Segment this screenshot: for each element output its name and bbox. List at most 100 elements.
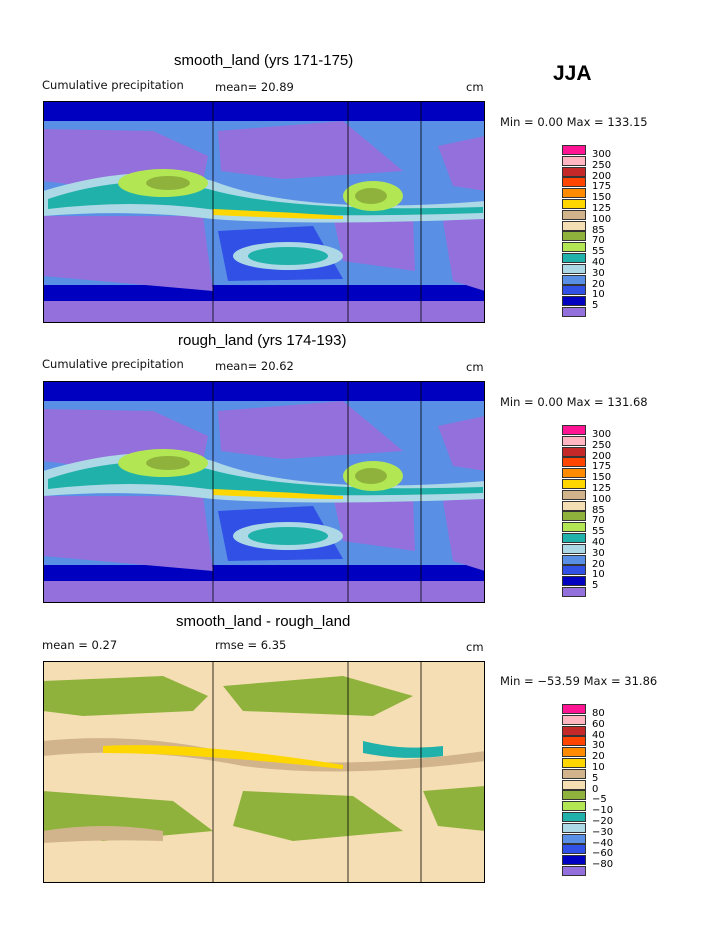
legend-swatch [562,801,586,812]
legend-label: 55 [592,526,605,538]
map-contour [248,527,328,545]
legend-swatch [562,554,586,565]
legend-label: 40 [592,257,605,268]
map-contour [233,791,403,841]
legend-label: 125 [592,203,612,214]
map-contour [43,565,485,581]
map-contour [438,416,485,471]
legend-swatch [562,758,586,768]
map-contour [103,745,343,769]
legend-entry: 55 [562,522,622,537]
legend-swatch [562,844,586,855]
legend-swatch [562,479,586,489]
legend-entry: 70 [562,231,622,246]
map-contour [43,285,485,301]
legend-label: 55 [592,246,605,258]
legend-entry [562,307,622,318]
legend-swatch [562,500,586,511]
legend-entry [562,866,622,877]
legend-label: 125 [592,483,612,494]
legend-label: 150 [592,472,612,484]
legend-swatch [562,833,586,844]
legend-entry: 10 [562,758,622,773]
map-contour [43,676,208,716]
legend-label: 20 [592,751,605,763]
legend-swatch [562,435,586,446]
panel-3-label: mean = 0.27 [42,638,118,652]
legend-label: −20 [592,816,614,827]
legend-entry: 20 [562,274,622,290]
panel-2-map [43,381,485,603]
map-contour [333,216,415,271]
legend-label: 0 [592,783,599,795]
map-contour [438,136,485,191]
legend-label: 5 [592,580,599,592]
map-contour [43,581,485,603]
legend-entry: 30 [562,736,622,751]
legend-entry: −10 [562,801,622,816]
map-contour [213,209,343,219]
legend-label: 20 [592,558,605,570]
legend-entry: 70 [562,511,622,526]
season-label: JJA [553,62,592,85]
legend-label: 70 [592,515,605,527]
legend-label: −60 [592,848,614,860]
panel-1-minmax: Min = 0.00 Max = 133.15 [500,115,648,129]
legend-entry: 10 [562,285,622,300]
panel-2-minmax: Min = 0.00 Max = 131.68 [500,395,648,409]
legend-swatch [562,725,586,736]
legend-swatch [562,253,586,263]
legend-entry: −30 [562,822,622,838]
legend-entry: 20 [562,554,622,570]
legend-swatch [562,145,586,155]
legend-entry: 150 [562,468,622,483]
map-frame [43,381,485,603]
legend-entry: 20 [562,747,622,762]
map-contour [218,401,403,459]
legend-entry: 30 [562,543,622,559]
legend-swatch [562,425,586,435]
legend-swatch [562,296,586,307]
legend-label: 10 [592,289,605,301]
legend-swatch [562,166,586,177]
legend-entry: 125 [562,479,622,494]
panel-3-minmax: Min = −53.59 Max = 31.86 [500,674,658,688]
legend-entry: 40 [562,725,622,741]
legend-entry: 125 [562,199,622,214]
legend-swatch [562,543,586,554]
map-contour [223,676,413,716]
legend-label: 10 [592,762,605,773]
legend-entry: 30 [562,263,622,279]
panel-3-rmse: rmse = 6.35 [215,638,287,652]
legend-swatch [562,209,586,220]
map-frame [43,101,485,323]
legend-swatch [562,565,586,576]
legend-swatch [562,736,586,747]
map-contour [333,496,415,551]
legend-entry: 250 [562,155,622,171]
legend-swatch [562,177,586,188]
map-contour [43,301,485,323]
legend-swatch [562,446,586,457]
legend-label: −40 [592,837,614,849]
legend-label: 70 [592,235,605,247]
legend-swatch [562,533,586,543]
map-contour [443,496,485,571]
legend-swatch [562,468,586,479]
legend-swatch [562,511,586,522]
legend-swatch [562,285,586,296]
legend-entry: 80 [562,704,622,719]
legend-swatch [562,714,586,725]
panel-3-title: smooth_land - rough_land [176,613,351,630]
legend-label: 150 [592,192,612,204]
legend-entry: 200 [562,166,622,182]
legend-entry: 300 [562,425,622,440]
legend-swatch [562,307,586,317]
legend-swatch [562,274,586,285]
legend-entry: 85 [562,220,622,236]
map-contour [423,786,485,831]
map-contour [146,456,190,470]
map-contour [43,826,163,843]
map-contour [355,188,387,204]
legend-entry: 40 [562,253,622,268]
